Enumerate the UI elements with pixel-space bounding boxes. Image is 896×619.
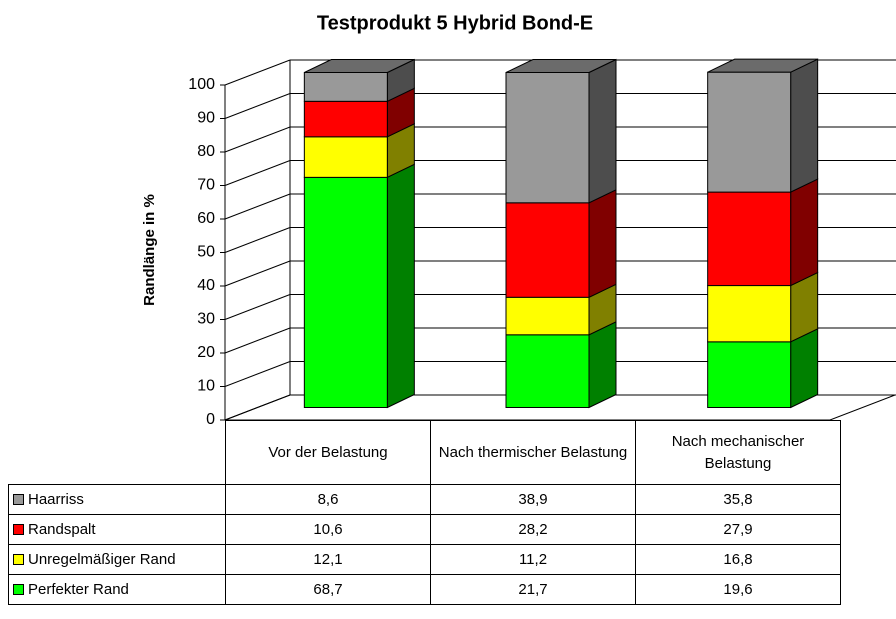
bar-side [588, 321, 617, 409]
legend-label: Haarriss [28, 491, 84, 508]
legend-entry: Unregelmäßiger Rand [8, 544, 226, 575]
data-table: Vor der Belastung Nach thermischer Belast… [8, 420, 841, 605]
legend-entry: Perfekter Rand [8, 574, 226, 605]
y-tick-label: 50 [197, 244, 215, 261]
table-corner [9, 421, 226, 485]
y-tick-label: 40 [197, 277, 215, 294]
bar-segment [505, 72, 590, 204]
table-row: Perfekter Rand 68,7 21,7 19,6 [8, 574, 841, 605]
bar-segment [707, 71, 792, 193]
bar-top [304, 59, 415, 73]
grid-line [224, 193, 291, 220]
value-label: 28,2 [430, 514, 636, 545]
value-label: 38,9 [430, 484, 636, 515]
bar-top [505, 59, 617, 73]
table-row: Haarriss 8,6 38,9 35,8 [8, 484, 841, 515]
category-label: Nach mechanischer Belastung [635, 420, 841, 485]
bar-side [790, 328, 819, 409]
value-label: 35,8 [635, 484, 841, 515]
bar-side [790, 178, 819, 287]
bar-side [588, 189, 617, 299]
bar-segment [303, 176, 388, 408]
bar-side [790, 58, 819, 193]
bar-top [707, 58, 818, 73]
grid-line [224, 59, 291, 86]
y-tick-label: 0 [206, 411, 215, 428]
legend-label: Randspalt [28, 521, 96, 538]
legend-swatch [13, 494, 24, 505]
value-label: 11,2 [430, 544, 636, 575]
value-label: 16,8 [635, 544, 841, 575]
y-tick-label: 20 [197, 344, 215, 361]
bar-segment [505, 202, 590, 298]
legend-swatch [13, 524, 24, 535]
bar-segment [707, 341, 792, 408]
y-tick-label: 70 [197, 177, 215, 194]
y-tick-label: 60 [197, 210, 215, 227]
legend-swatch [13, 584, 24, 595]
bar-segment [707, 191, 792, 287]
y-tick-label: 90 [197, 110, 215, 127]
bar-segment [303, 136, 388, 178]
value-label: 21,7 [430, 574, 636, 605]
value-label: 8,6 [225, 484, 431, 515]
grid-line [224, 260, 291, 287]
y-tick-label: 80 [197, 143, 215, 160]
table-header-row: Vor der Belastung Nach thermischer Belast… [9, 420, 841, 485]
grid-line [224, 327, 291, 354]
bar-segment [303, 72, 388, 102]
value-label: 12,1 [225, 544, 431, 575]
legend-label: Unregelmäßiger Rand [28, 551, 176, 568]
value-label: 68,7 [225, 574, 431, 605]
value-label: 27,9 [635, 514, 841, 545]
bar-side [588, 58, 617, 204]
bar-segment [707, 285, 792, 343]
bar-segment [303, 100, 388, 138]
grid-line [224, 93, 291, 119]
y-tick-label: 100 [188, 76, 215, 93]
grid-line [224, 160, 291, 186]
table-row: Randspalt 10,6 28,2 27,9 [8, 514, 841, 545]
value-label: 19,6 [635, 574, 841, 605]
grid-line [224, 361, 291, 387]
bar-side [386, 163, 415, 409]
table-row: Unregelmäßiger Rand 12,1 11,2 16,8 [8, 544, 841, 575]
legend-entry: Randspalt [8, 514, 226, 545]
value-label: 10,6 [225, 514, 431, 545]
grid-line [224, 227, 291, 253]
grid-line [224, 394, 291, 421]
y-tick-label: 10 [197, 378, 215, 395]
legend-entry: Haarriss [8, 484, 226, 515]
y-axis-label: Randlänge in % [141, 194, 158, 306]
bar-segment [505, 296, 590, 336]
y-tick-label: 30 [197, 311, 215, 328]
grid-line [224, 294, 291, 320]
legend-swatch [13, 554, 24, 565]
grid-line [224, 126, 291, 153]
legend-label: Perfekter Rand [28, 581, 129, 598]
category-label: Nach thermischer Belastung [430, 420, 636, 485]
bar-segment [505, 334, 590, 408]
chart-title: Testprodukt 5 Hybrid Bond-E [317, 12, 593, 34]
category-label: Vor der Belastung [225, 420, 431, 485]
